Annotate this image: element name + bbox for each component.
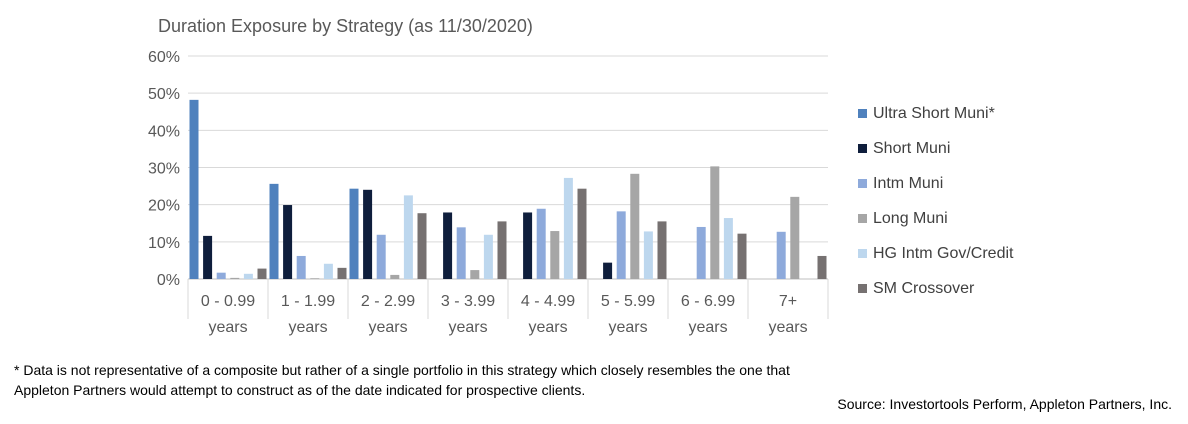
bar [417,213,427,279]
bar [349,188,359,279]
bar [616,211,626,279]
legend-label: SM Crossover [873,279,975,297]
legend-label: Long Muni [873,209,948,227]
bar [376,234,386,279]
bar [817,255,827,279]
bar [723,218,733,279]
chart-legend: Ultra Short Muni* Short Muni Intm Muni Long… [858,96,1013,306]
legend-swatch [858,179,867,188]
bar [563,177,573,279]
bar [283,205,293,279]
x-tick-label: 1 - 1.99 [281,293,335,310]
x-tick-label: 0 - 0.99 [201,293,255,310]
footnote: * Data is not representative of a compos… [14,362,790,398]
bar [323,263,333,279]
x-tick-label: 3 - 3.99 [441,293,495,310]
y-tick-label: 50% [148,86,180,103]
bar [403,195,413,279]
bar [550,231,560,279]
y-tick-label: 60% [148,49,180,66]
bar [657,221,667,279]
x-tick-label: years [608,319,647,336]
legend-swatch [858,144,867,153]
legend-item: HG Intm Gov/Credit [858,236,1013,271]
bar [577,188,587,279]
chart-title: Duration Exposure by Strategy (as 11/30/… [158,16,533,36]
bar [203,235,213,279]
bar [363,189,373,279]
bar [470,270,480,279]
bar [710,166,720,279]
x-tick-label: years [208,319,247,336]
bar [497,221,507,279]
bar [337,267,347,279]
bar [456,227,466,279]
bar [737,233,747,279]
bar [296,255,306,279]
bar [536,208,546,279]
x-tick-label: years [448,319,487,336]
bar [216,272,226,279]
bar [630,173,640,279]
y-tick-label: 20% [148,198,180,215]
source-note: Source: Investortools Perform, Appleton … [837,396,1172,412]
legend-label: Ultra Short Muni* [873,104,995,122]
x-tick-label: 4 - 4.99 [521,293,575,310]
legend-item: Intm Muni [858,166,1013,201]
legend-label: Intm Muni [873,174,944,192]
bar [443,212,453,279]
y-tick-label: 0% [157,272,180,289]
bar [390,274,400,279]
x-tick-label: 2 - 2.99 [361,293,415,310]
legend-item: Long Muni [858,201,1013,236]
bar [776,231,786,279]
bar [243,273,253,279]
bar [483,234,493,279]
bar [189,99,199,280]
y-tick-label: 40% [148,123,180,140]
x-tick-label: years [368,319,407,336]
legend-swatch [858,249,867,258]
bar [310,278,320,279]
bar [269,183,279,279]
legend-swatch [858,109,867,118]
y-tick-label: 30% [148,161,180,178]
legend-label: HG Intm Gov/Credit [873,244,1014,262]
legend-item: SM Crossover [858,271,1013,306]
x-tick-label: years [768,319,807,336]
x-tick-label: years [288,319,327,336]
x-tick-label: years [528,319,567,336]
x-tick-label: 5 - 5.99 [601,293,655,310]
bar [790,196,800,279]
legend-item: Ultra Short Muni* [858,96,1013,131]
bar [643,231,653,279]
x-tick-label: years [688,319,727,336]
legend-swatch [858,214,867,223]
legend-item: Short Muni [858,131,1013,166]
bar [257,268,267,279]
bar [523,212,533,279]
bar [603,262,613,279]
legend-label: Short Muni [873,139,951,157]
legend-swatch [858,284,867,293]
bar [696,226,706,279]
y-tick-label: 10% [148,235,180,252]
bar [230,277,240,279]
x-tick-label: 6 - 6.99 [681,293,735,310]
x-tick-label: 7+ [779,293,797,310]
